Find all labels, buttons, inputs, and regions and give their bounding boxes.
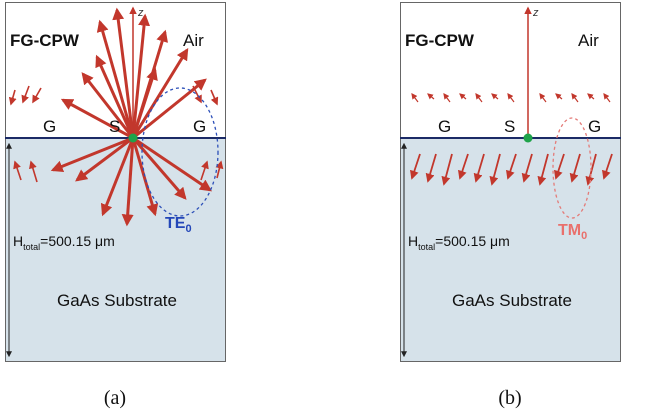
field-arrow [489, 153, 501, 186]
field-arrow [200, 160, 209, 181]
field-arrow [410, 153, 421, 180]
height-subscript: total [418, 242, 435, 252]
field-arrow [112, 7, 135, 139]
field-arrow [75, 136, 134, 182]
field-arrow [210, 89, 219, 106]
field-arrow [13, 160, 22, 181]
field-arrow [32, 87, 42, 104]
field-arrow [21, 85, 30, 104]
field-arrow [29, 160, 38, 183]
substrate-label: GaAs Substrate [57, 291, 177, 310]
field-arrow [473, 153, 485, 183]
panel-b: z FG-CPW Air G S G Htotal=500.15 μm TM0 GaAs Sub… [400, 2, 621, 409]
height-value: =500.15 μm [40, 233, 115, 249]
field-arrow [131, 67, 158, 139]
mode-outline [552, 117, 592, 219]
height-symbol: H [408, 233, 418, 249]
field-arrow [121, 137, 135, 227]
axis-label: z [137, 7, 144, 19]
field-arrow [603, 93, 611, 103]
signal-point [128, 133, 138, 143]
field-arrow [571, 93, 579, 103]
panel-border [5, 2, 226, 362]
electrode-label: G [438, 117, 451, 136]
field-arrow [131, 137, 159, 217]
electrode-label: G [43, 117, 56, 136]
medium-label: Air [578, 31, 599, 50]
mode-subscript: 0 [581, 230, 587, 242]
mode-name: TE [165, 215, 186, 232]
mode-label: TE0 [165, 215, 192, 235]
field-arrow [475, 93, 483, 103]
electrode-label: G [193, 117, 206, 136]
field-arrow [215, 160, 224, 179]
mode-name: TM [558, 222, 581, 239]
panel-title: FG-CPW [405, 31, 475, 50]
field-arrow [132, 136, 212, 192]
field-arrow [555, 93, 563, 100]
mode-subscript: 0 [185, 223, 191, 235]
field-arrow [554, 153, 565, 180]
field-arrow [131, 47, 189, 139]
field-arrow [96, 19, 135, 139]
electrode-label: S [504, 117, 515, 136]
height-label: Htotal=500.15 μm [408, 233, 510, 252]
height-subscript: total [23, 242, 40, 252]
field-arrow [131, 137, 187, 200]
field-arrow [131, 13, 151, 139]
field-arrow [50, 136, 134, 173]
field-arrow [81, 72, 135, 139]
field-arrow [411, 93, 419, 103]
substrate-label: GaAs Substrate [452, 291, 572, 310]
height-value: =500.15 μm [435, 233, 510, 249]
mode-outline [141, 87, 219, 217]
field-arrow [459, 93, 467, 100]
field-arrow [425, 153, 437, 183]
field-arrow [95, 54, 135, 139]
field-arrow [100, 137, 135, 217]
panel-title: FG-CPW [10, 31, 80, 50]
field-arrow [507, 93, 515, 103]
caption: (b) [498, 387, 521, 409]
field-arrow [427, 93, 435, 100]
field-arrow [569, 153, 581, 183]
panel-border [400, 2, 621, 362]
panel-a: z FG-CPW Air G S G Htotal=500.15 μm TE0 GaAs Sub… [5, 2, 226, 409]
medium-label: Air [183, 31, 204, 50]
field-arrow [60, 98, 134, 140]
air-region [400, 2, 621, 138]
signal-point [523, 133, 533, 143]
field-arrow [192, 85, 202, 104]
field-arrow [458, 153, 469, 180]
field-arrow [8, 89, 17, 106]
field-arrow [491, 93, 499, 100]
caption: (a) [104, 387, 126, 409]
field-arrow [506, 153, 517, 180]
field-arrow [537, 153, 549, 186]
field-arrow [587, 93, 595, 100]
field-arrow [521, 153, 533, 183]
electrode-label: S [109, 117, 120, 136]
field-arrow [539, 93, 547, 103]
electrode-label: G [588, 117, 601, 136]
field-arrow [443, 93, 451, 103]
field-arrow [441, 153, 453, 186]
height-symbol: H [13, 233, 23, 249]
field-arrow [602, 153, 613, 180]
height-label: Htotal=500.15 μm [13, 233, 115, 252]
axis-label: z [532, 7, 539, 19]
field-arrow [585, 153, 597, 186]
mode-label: TM0 [558, 222, 587, 242]
